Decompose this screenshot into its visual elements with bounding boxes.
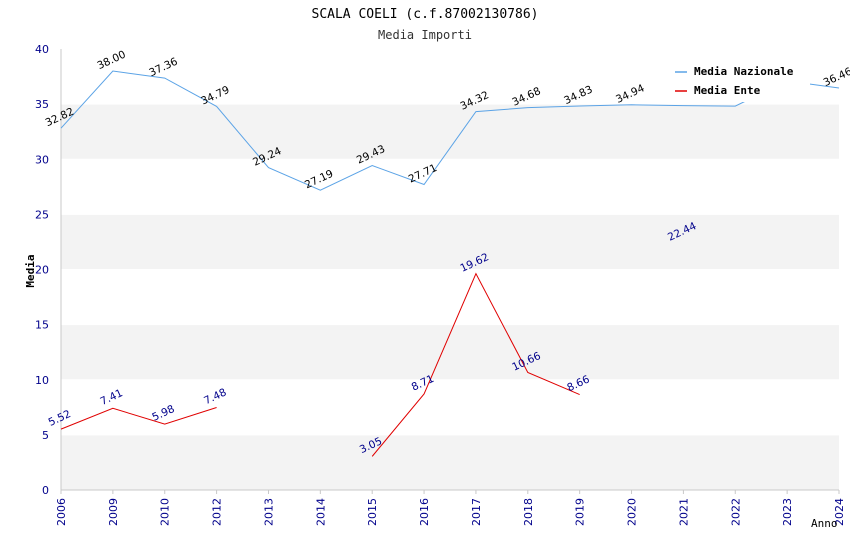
axes: [60, 49, 839, 491]
x-tick-label: 2023: [781, 498, 794, 526]
legend-label-ente: Media Ente: [694, 84, 761, 97]
x-tick-label: 2022: [729, 498, 742, 526]
y-tick-label: 15: [35, 319, 49, 332]
x-tick-label: 2024: [833, 498, 846, 526]
y-tick-label: 0: [42, 484, 49, 497]
x-tick-label: 2017: [470, 498, 483, 526]
x-tick-label: 2014: [314, 498, 327, 526]
y-tick-label: 25: [35, 208, 49, 221]
x-tick-label: 2020: [626, 498, 639, 526]
grid-band: [61, 379, 839, 435]
series-line-0: [60, 70, 840, 191]
x-tick-label: 2016: [418, 498, 431, 526]
chart-subtitle: Media Importi: [378, 28, 472, 42]
series-line-1: [60, 407, 217, 430]
x-tick-label: 2010: [159, 498, 172, 526]
y-tick-label: 10: [35, 374, 49, 387]
legend: Media Nazionale Media Ente: [670, 60, 810, 102]
grid-band: [61, 434, 839, 490]
grid-band: [61, 104, 839, 160]
series-line-1: [371, 272, 580, 457]
y-tick-label: 20: [35, 264, 49, 277]
legend-label-nazionale: Media Nazionale: [694, 65, 794, 78]
y-tick-label: 5: [42, 429, 49, 442]
x-tick-label: 2013: [262, 498, 275, 526]
grid-bands: [61, 48, 839, 491]
x-axis-title: Anno: [811, 517, 838, 530]
grid-band: [61, 269, 839, 325]
x-tick-label: 2006: [55, 498, 68, 526]
tick-labels: 0 5 10 15 20 25 30 35 40 2006 2009 2010 2012 2013 2014…: [35, 43, 846, 526]
y-tick-label: 30: [35, 153, 49, 166]
y-tick-label: 35: [35, 98, 49, 111]
x-tick-label: 2009: [107, 498, 120, 526]
x-tick-label: 2021: [677, 498, 690, 526]
y-axis-title: Media: [24, 254, 37, 287]
y-tick-label: 40: [35, 43, 49, 56]
chart-title: SCALA COELI (c.f.87002130786): [312, 7, 539, 22]
grid-band: [61, 214, 839, 270]
series-lines: [60, 70, 840, 457]
x-tick-label: 2019: [574, 498, 587, 526]
x-tick-label: 2012: [211, 498, 224, 526]
x-tick-label: 2015: [366, 498, 379, 526]
x-tick-label: 2018: [522, 498, 535, 526]
grid-band: [61, 159, 839, 215]
legend-box: [670, 60, 810, 102]
